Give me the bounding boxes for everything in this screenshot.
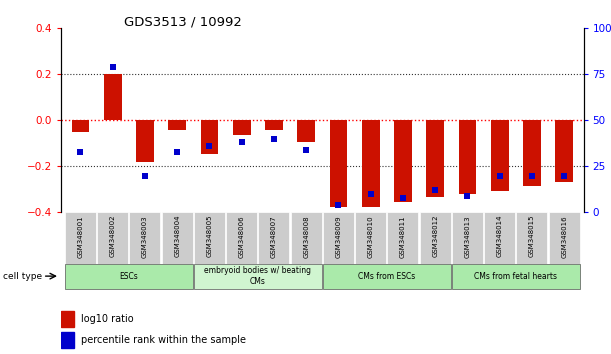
Bar — [104, 74, 122, 120]
Bar — [555, 120, 573, 183]
Point — [269, 136, 279, 142]
Point — [334, 202, 343, 208]
Text: CMs from fetal hearts: CMs from fetal hearts — [474, 272, 557, 281]
Bar — [194, 264, 321, 289]
Bar — [323, 212, 354, 264]
Text: CMs from ESCs: CMs from ESCs — [358, 272, 415, 281]
Bar — [387, 212, 419, 264]
Bar — [265, 120, 283, 130]
Bar — [61, 311, 74, 327]
Bar — [362, 120, 379, 207]
Point — [527, 173, 537, 178]
Bar — [458, 120, 477, 194]
Text: GSM348005: GSM348005 — [207, 215, 213, 257]
Text: GSM348010: GSM348010 — [368, 215, 374, 258]
Bar — [516, 212, 547, 264]
Text: GSM348011: GSM348011 — [400, 215, 406, 258]
Point — [559, 173, 569, 178]
Bar — [420, 212, 451, 264]
Bar — [452, 264, 580, 289]
Text: GSM348009: GSM348009 — [335, 215, 342, 258]
Text: embryoid bodies w/ beating
CMs: embryoid bodies w/ beating CMs — [204, 267, 312, 286]
Text: GSM348012: GSM348012 — [432, 215, 438, 257]
Point — [237, 139, 247, 145]
Text: GSM348016: GSM348016 — [561, 215, 567, 258]
Bar — [452, 212, 483, 264]
Point — [108, 64, 117, 70]
Bar — [168, 120, 186, 130]
Text: log10 ratio: log10 ratio — [81, 314, 134, 324]
Text: GDS3513 / 10992: GDS3513 / 10992 — [125, 16, 242, 29]
Point — [430, 188, 440, 193]
Point — [398, 195, 408, 200]
Bar — [162, 212, 192, 264]
Bar — [65, 264, 192, 289]
Text: GSM348002: GSM348002 — [110, 215, 115, 257]
Text: GSM348013: GSM348013 — [464, 215, 470, 258]
Text: GSM348006: GSM348006 — [239, 215, 244, 258]
Text: cell type: cell type — [3, 272, 42, 281]
Bar — [298, 120, 315, 142]
Text: GSM348014: GSM348014 — [497, 215, 503, 257]
Bar — [426, 120, 444, 198]
Bar — [523, 120, 541, 186]
Bar — [194, 212, 225, 264]
Bar — [329, 120, 347, 207]
Text: ESCs: ESCs — [119, 272, 138, 281]
Point — [205, 143, 214, 149]
Point — [76, 149, 86, 154]
Bar — [233, 120, 251, 135]
Bar — [136, 120, 154, 162]
Text: GSM348007: GSM348007 — [271, 215, 277, 258]
Bar — [394, 120, 412, 202]
Text: GSM348015: GSM348015 — [529, 215, 535, 257]
Point — [140, 173, 150, 178]
Text: percentile rank within the sample: percentile rank within the sample — [81, 335, 246, 345]
Text: GSM348004: GSM348004 — [174, 215, 180, 257]
Text: GSM348001: GSM348001 — [78, 215, 84, 258]
Bar — [65, 212, 96, 264]
Bar — [258, 212, 290, 264]
Bar — [61, 332, 74, 348]
Bar — [549, 212, 580, 264]
Text: GSM348008: GSM348008 — [303, 215, 309, 258]
Point — [172, 149, 182, 154]
Point — [463, 193, 472, 199]
Bar — [200, 120, 218, 154]
Bar — [130, 212, 161, 264]
Bar — [323, 264, 451, 289]
Bar — [71, 120, 89, 132]
Bar — [226, 212, 257, 264]
Point — [301, 147, 311, 153]
Text: GSM348003: GSM348003 — [142, 215, 148, 258]
Bar — [484, 212, 515, 264]
Bar — [97, 212, 128, 264]
Point — [495, 173, 505, 178]
Point — [366, 191, 376, 197]
Bar — [355, 212, 386, 264]
Bar — [491, 120, 508, 190]
Bar — [291, 212, 321, 264]
